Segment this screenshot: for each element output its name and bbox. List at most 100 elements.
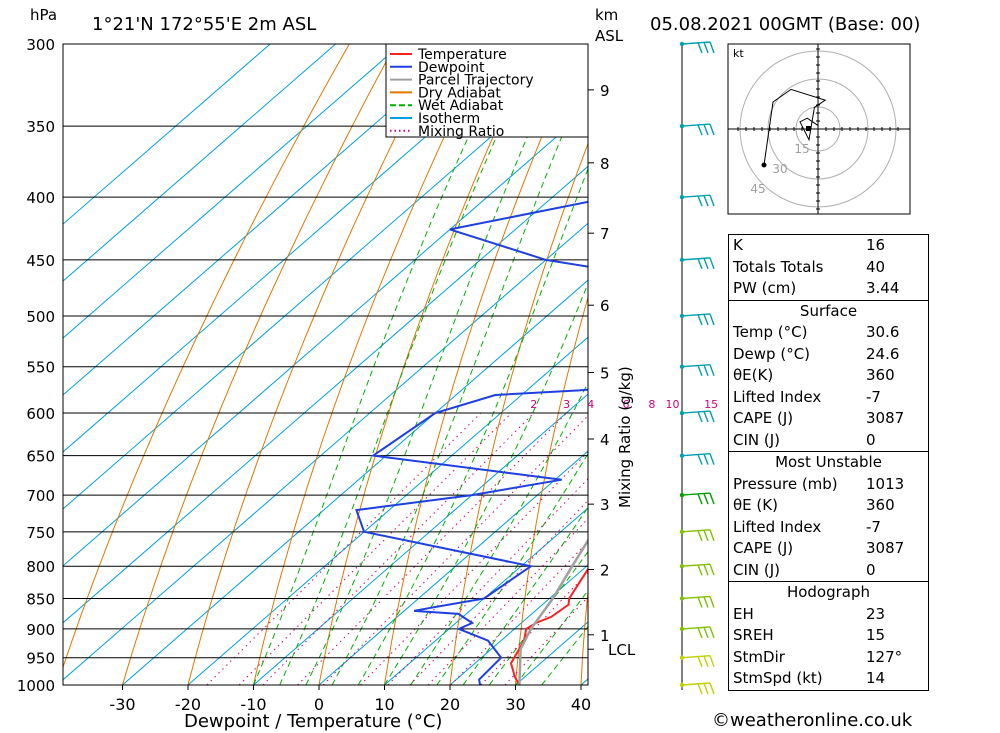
mu-value: 3087 [866, 539, 905, 557]
km-tick-label: 6 [600, 297, 610, 315]
dry-adiabat-line [187, 44, 443, 685]
hodograph-header: Hodograph [786, 583, 871, 601]
isotherm-line [63, 108, 588, 567]
km-unit-label: km [595, 6, 618, 24]
wind-barb [679, 626, 715, 639]
basic-row: PW (cm) 3.44 [729, 278, 928, 300]
km-tick-label: 3 [600, 496, 610, 514]
hodo-label: SREH [733, 626, 774, 644]
hodograph-unit-label: kt [733, 47, 744, 60]
isotherm-line [63, 165, 588, 624]
hodo-value: 14 [866, 669, 886, 687]
dry-adiabat-line [954, 44, 999, 685]
legend-label: Dewpoint [418, 60, 485, 76]
isotherm-line [63, 51, 588, 510]
x-tick-label: 20 [440, 695, 460, 714]
pressure-tick-label: 1000 [17, 677, 55, 695]
axis-labels: 3003504004505005506006507007508008509009… [17, 36, 636, 714]
wind-barb [679, 682, 715, 695]
legend-label: Wet Adiabat [418, 98, 504, 114]
mixing-ratio-line [322, 415, 588, 685]
x-tick-label: -20 [175, 695, 201, 714]
pressure-tick-label: 450 [26, 252, 55, 270]
mu-row: θE (K) 360 [729, 495, 928, 517]
pressure-tick-label: 700 [26, 487, 55, 505]
mixing-ratio-label: 10 [666, 398, 680, 411]
wet-adiabat-line [279, 44, 540, 685]
isotherm-line [63, 44, 533, 453]
isotherm-line [63, 44, 467, 396]
isotherm-line [187, 336, 588, 685]
hodo-row: StmDir 127° [729, 647, 928, 669]
pressure-tick-label: 650 [26, 448, 55, 466]
hodograph-section: Hodograph EH 23 SREH 15 StmDir 127° StmSpd (kt… [729, 581, 928, 690]
mixing-ratio-label: 8 [648, 398, 655, 411]
wet-adiabat-line [515, 590, 588, 685]
mu-row: Lifted Index -7 [729, 517, 928, 539]
basic-value: 3.44 [866, 279, 900, 297]
legend-label: Parcel Trajectory [418, 73, 534, 89]
location-title: 1°21'N 172°55'E 2m ASL [92, 14, 316, 35]
surface-label: Lifted Index [733, 387, 822, 406]
surface-label: CIN (J) [733, 430, 781, 449]
x-axis-title: Dewpoint / Temperature (°C) [184, 711, 442, 732]
surface-value: 24.6 [866, 344, 900, 363]
wind-barb [679, 123, 715, 136]
dry-adiabat-line [253, 44, 489, 685]
km-tick-label: 4 [600, 431, 610, 449]
mixing-ratio-line [450, 540, 588, 685]
mu-row: CIN (J) 0 [729, 560, 928, 582]
mixing-ratio-label: 15 [704, 398, 718, 411]
mu-value: -7 [866, 517, 881, 536]
surface-row: θE(K) 360 [729, 365, 928, 387]
legend-label: Dry Adiabat [418, 85, 501, 101]
hodo-row: StmSpd (kt) 14 [729, 668, 928, 690]
basic-value: 40 [866, 257, 886, 276]
mu-row: Pressure (mb) 1013 [729, 474, 928, 496]
mixing-ratio-label: 4 [587, 398, 594, 411]
wet-adiabat-line [305, 44, 569, 685]
isotherm-line [318, 450, 588, 685]
km-tick-label: 5 [600, 364, 610, 382]
wet-adiabat-line [410, 381, 588, 685]
pressure-tick-label: 300 [26, 36, 55, 54]
pressure-tick-label: 950 [26, 650, 55, 668]
km-tick-label: 8 [600, 155, 610, 173]
x-tick-label: 30 [505, 695, 525, 714]
surface-row: CIN (J) 0 [729, 430, 928, 452]
wind-barb [679, 654, 715, 667]
legend-box [385, 43, 589, 138]
hodo-row: SREH 15 [729, 625, 928, 647]
plot-frame [62, 43, 589, 686]
hodograph: kt 15 30 45 [727, 43, 911, 215]
dry-adiabat-line [318, 44, 536, 685]
mixing-ratio-line [262, 412, 535, 685]
x-tick-label: -30 [109, 695, 135, 714]
surface-row: Lifted Index -7 [729, 387, 928, 409]
legend-label: Temperature [417, 47, 507, 63]
wind-barb [679, 563, 715, 576]
surface-value: 0 [866, 430, 876, 449]
surface-label: Dewp (°C) [733, 344, 811, 363]
wet-adiabat-line [253, 44, 513, 685]
surface-row: CAPE (J) 3087 [729, 408, 928, 430]
basic-label: PW (cm) [733, 279, 797, 297]
parcel-trajectory-profile [518, 538, 588, 685]
wind-barb [679, 313, 715, 326]
wind-barb [679, 41, 715, 54]
wind-barb [679, 595, 715, 608]
mixing-ratio-line [427, 518, 588, 685]
surface-label: Temp (°C) [733, 323, 808, 341]
km-tick-label: 9 [600, 82, 610, 100]
pressure-tick-label: 750 [26, 524, 55, 542]
sounding-profiles [355, 200, 588, 685]
datetime-title: 05.08.2021 00GMT (Base: 00) [650, 14, 920, 35]
isotherm-line [63, 44, 271, 225]
storm-motion-marker [806, 126, 811, 131]
credit-link[interactable]: ©weatheronline.co.uk [712, 710, 913, 731]
hodo-label: StmDir [733, 647, 785, 666]
pressure-tick-label: 350 [26, 118, 55, 136]
mu-label: Pressure (mb) [733, 474, 838, 493]
mu-value: 0 [866, 560, 876, 579]
